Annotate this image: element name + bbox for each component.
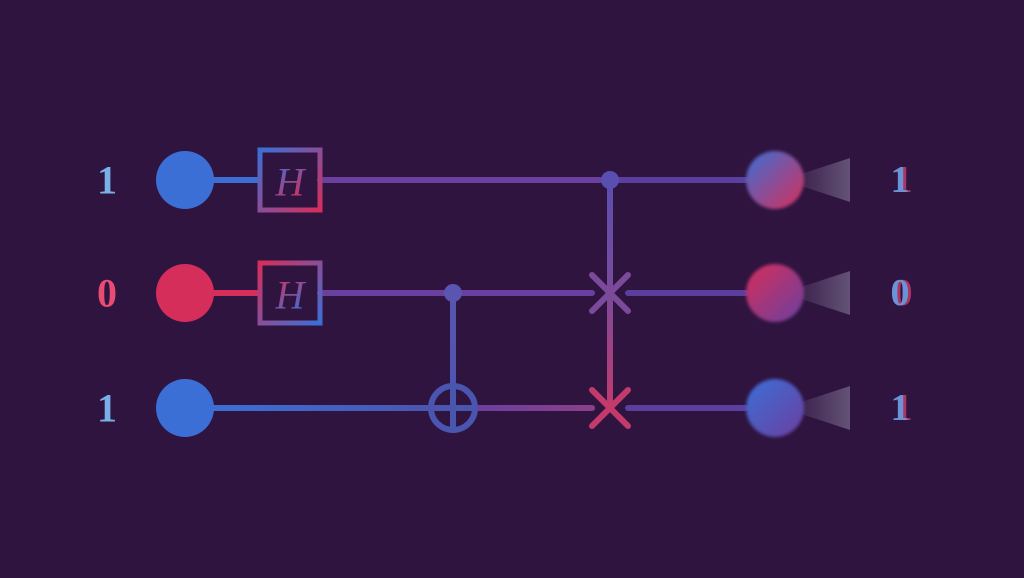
swap-control-dot	[601, 171, 619, 189]
output-label-1: 0	[891, 272, 910, 314]
input-qubit-2	[156, 379, 214, 437]
quantum-circuit-diagram: HH 111000111	[0, 0, 1024, 578]
input-label-1: 0	[97, 271, 117, 316]
input-qubit-0	[156, 151, 214, 209]
input-qubit-1	[156, 264, 214, 322]
input-label-0: 1	[97, 158, 117, 203]
hadamard-label-0: H	[275, 160, 307, 205]
output-label-0: 1	[891, 159, 910, 201]
cnot-control-dot	[444, 284, 462, 302]
hadamard-label-1: H	[275, 273, 307, 318]
output-label-2: 1	[891, 387, 910, 429]
input-label-2: 1	[97, 386, 117, 431]
background	[0, 0, 1024, 578]
